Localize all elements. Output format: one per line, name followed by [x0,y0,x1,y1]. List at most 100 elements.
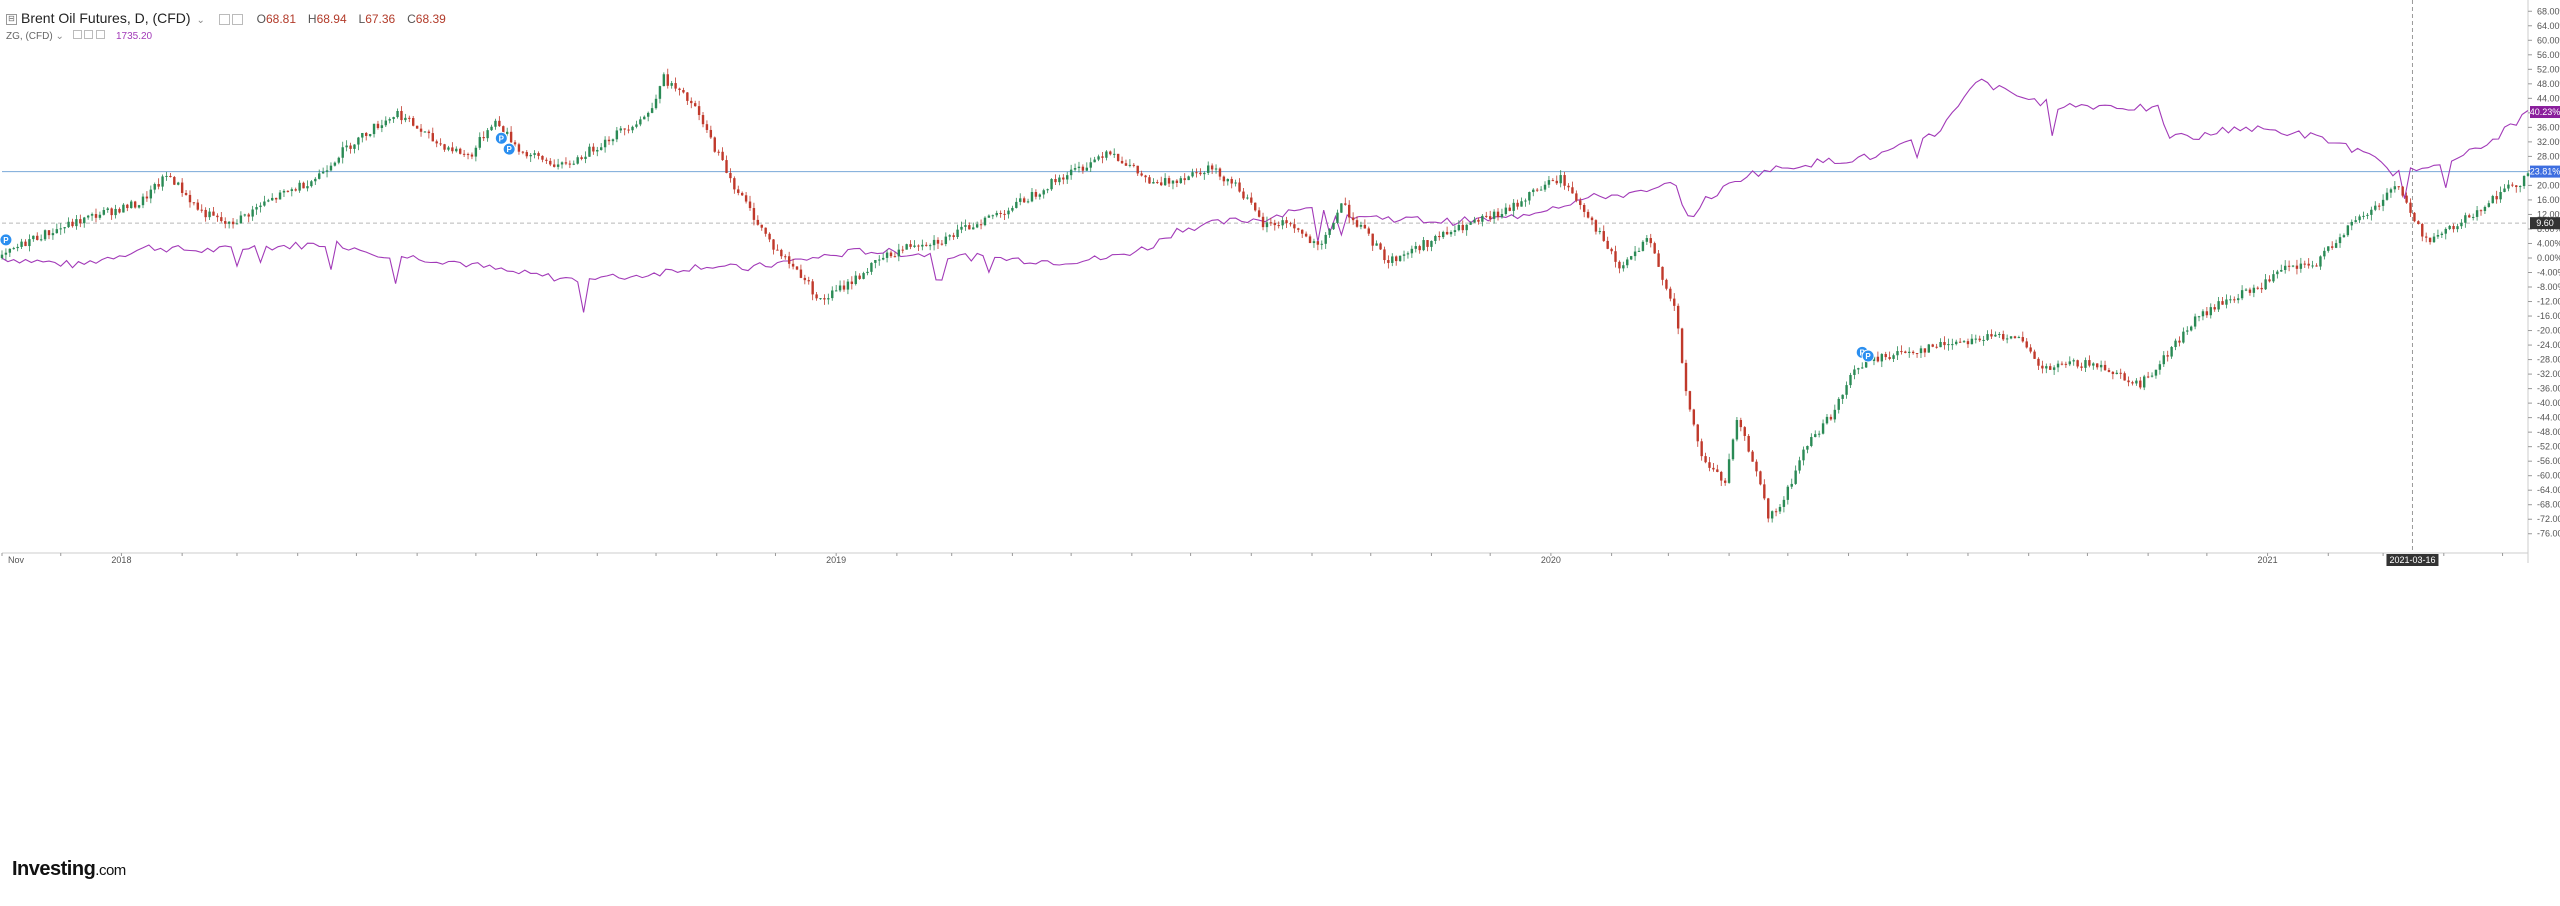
candle-body [2150,375,2154,377]
candle-body [1841,394,1844,399]
candle [627,124,630,134]
settings-icon[interactable] [231,13,243,25]
zg-last-value-badge-bg [2530,106,2560,119]
candle-body [1516,202,1519,207]
candle [1586,209,1590,219]
collapse-icon[interactable]: ⊟ [6,13,17,25]
candle-body [423,131,427,133]
close-icon[interactable] [96,30,106,39]
event-marker-dot[interactable] [502,142,516,156]
candle-body [1175,180,1179,183]
candle-body [462,153,466,155]
candle [447,145,450,152]
candle [572,160,575,166]
candle-body [2526,173,2530,176]
candle [1046,188,1049,194]
candle-body [1250,197,1253,203]
candle-body [2166,355,2169,357]
compare-symbol[interactable]: ZG, (CFD) [6,31,53,42]
candle [1469,221,1472,225]
candle [972,222,975,230]
candle-body [1207,165,1210,173]
event-marker[interactable]: P [494,131,508,145]
time-axis-label: 2018 [111,555,131,565]
candle-body [752,208,756,220]
eye-icon[interactable] [72,30,82,39]
candle-body [1308,236,1312,244]
candle-body [1355,220,1359,227]
candle [1449,230,1453,237]
candle [216,213,219,222]
event-marker-dot[interactable] [1861,349,1875,363]
event-marker[interactable]: P [0,233,13,247]
candle [208,207,211,220]
candle [353,144,356,154]
candle [1136,165,1139,176]
candle-body [220,217,223,222]
candle-body [803,277,807,281]
candle [1923,348,1927,358]
candle [1614,245,1617,268]
event-marker-dot[interactable] [0,233,13,247]
candle [913,240,916,248]
time-axis[interactable]: Nov 2018 2019 2020 2021 2021-03-16 [1,553,2504,566]
candle [1990,329,1993,339]
candle [2080,362,2083,371]
candle-body [2045,366,2048,369]
candle [408,115,411,123]
candle-body [1281,220,1284,226]
candle-body [576,157,579,164]
symbol-title[interactable]: Brent Oil Futures, D, (CFD) [21,10,191,26]
crosshair-date-badge-bg [2386,554,2439,566]
candle-body [455,148,458,152]
event-marker[interactable]: P [502,142,516,156]
candle [2421,222,2424,242]
candle-body [1716,469,1719,472]
candle-body [2268,279,2271,282]
candle-body [881,257,885,260]
candle-body [968,225,971,230]
candle [1124,159,1128,166]
candle [462,149,466,157]
candle [596,146,599,157]
candle [1261,212,1265,231]
candle-body [1814,434,1817,438]
candle [674,77,677,92]
candle [2413,212,2416,223]
candle-body [2311,265,2314,267]
candle-body [75,219,78,227]
event-marker-dot[interactable] [494,131,508,145]
candle-body [1821,423,1825,434]
settings-icon[interactable] [84,30,94,39]
chevron-down-icon[interactable]: ⌄ [55,31,64,42]
event-marker[interactable]: P [1861,349,1875,363]
candle [1755,459,1758,477]
reference-value-badge: 9.60 [2536,218,2554,228]
candle-body [2119,372,2122,374]
candle [247,212,250,223]
candle-body [744,195,748,202]
candle [2464,212,2467,228]
candle-body [1422,240,1425,251]
candle [1618,260,1621,274]
candle [1238,178,1241,193]
candle-body [1430,240,1433,247]
candle [439,138,442,147]
candle-body [1019,198,1022,202]
candle-body [799,269,803,278]
candle-body [2135,380,2138,384]
price-axis[interactable]: 68.00% 64.00% 60.00% 56.00% 52.00% 48.00% 44.0… [2528,6,2560,539]
eye-icon[interactable] [218,13,230,25]
candle [1927,343,1931,353]
candle [1970,334,1974,345]
chevron-down-icon[interactable]: ⌄ [196,15,205,26]
candle [83,216,86,228]
compare-settings-icons[interactable] [72,30,106,42]
candle-body [1727,459,1731,483]
candle [1735,416,1739,442]
candle [314,177,317,185]
candle [1751,450,1754,462]
series-settings-icons[interactable] [218,10,245,26]
